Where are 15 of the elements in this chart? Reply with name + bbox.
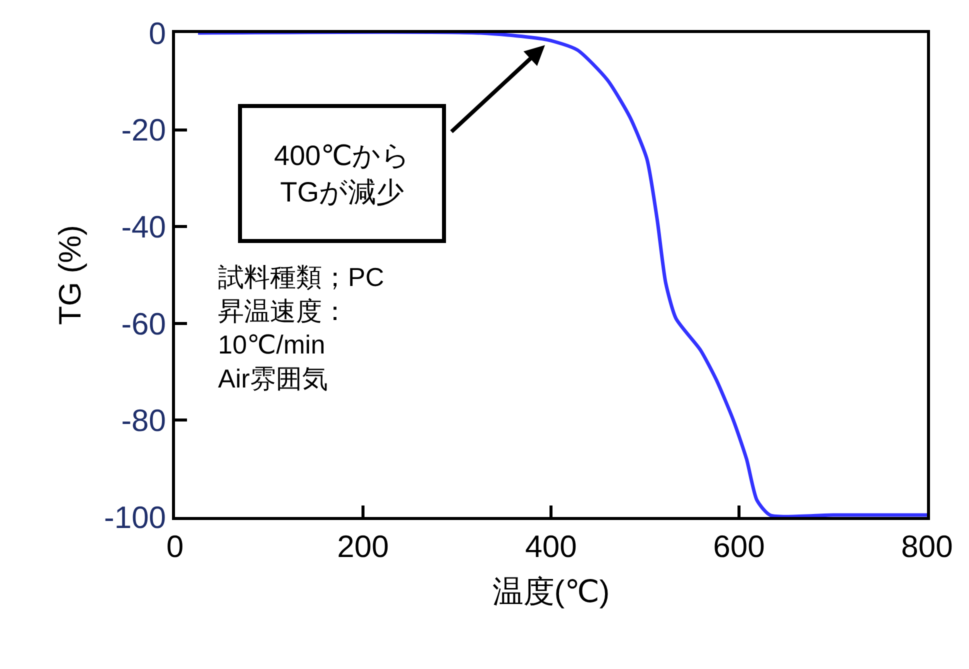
line-series [196,33,927,517]
y-tick-label: -40 [121,209,166,244]
x-tick-label: 800 [901,528,953,564]
y-tick-label: -60 [121,306,166,342]
y-tick-label: -80 [121,403,166,438]
y-tick-label: -100 [104,500,166,535]
x-tick-label: 200 [337,528,389,564]
y-tick-label: 0 [148,16,166,51]
y-tick-label: -20 [121,112,166,148]
y-axis-title: TG (%) [52,225,88,325]
x-axis-title: 温度(℃) [492,574,610,610]
x-tick-label: 600 [713,528,765,564]
annotation: 400℃から TGが減少 [274,140,410,208]
annotation: 試料種類；PC 昇温速度： 10℃/min Air雰囲気 [218,262,384,394]
x-tick-label: 400 [525,528,577,564]
